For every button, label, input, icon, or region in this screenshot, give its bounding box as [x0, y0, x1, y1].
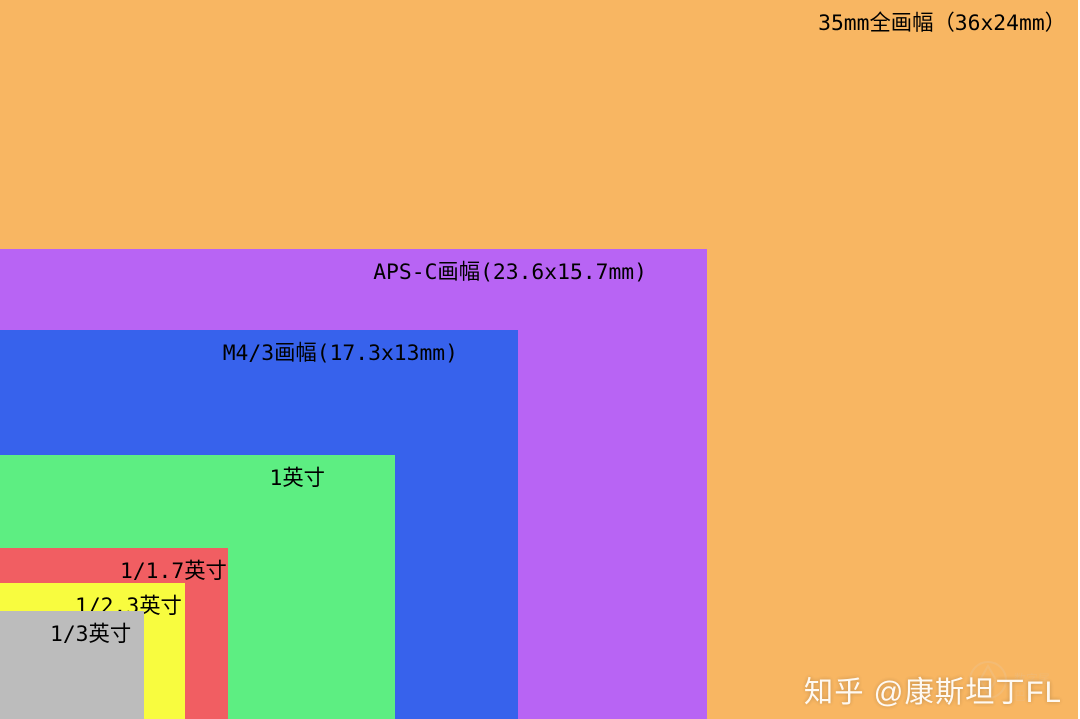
sensor-label-aps-c: APS-C画幅(23.6x15.7mm): [373, 255, 647, 286]
sensor-label-one-inch: 1英寸: [270, 461, 326, 492]
sensor-1-3: 1/3英寸: [0, 611, 144, 719]
sensor-label-full-frame: 35mm全画幅（36x24mm）: [818, 6, 1066, 37]
watermark-text: 知乎 @康斯坦丁FL: [804, 676, 1062, 709]
sensor-label-1-3: 1/3英寸: [50, 617, 131, 648]
sensor-size-diagram: 35mm全画幅（36x24mm） APS-C画幅(23.6x15.7mm) M4/3…: [0, 0, 1080, 719]
sensor-label-1-1-7: 1/1.7英寸: [120, 554, 227, 585]
zhihu-watermark: 知乎 @康斯坦丁FL: [804, 669, 1062, 711]
sensor-label-m43: M4/3画幅(17.3x13mm): [223, 336, 458, 367]
